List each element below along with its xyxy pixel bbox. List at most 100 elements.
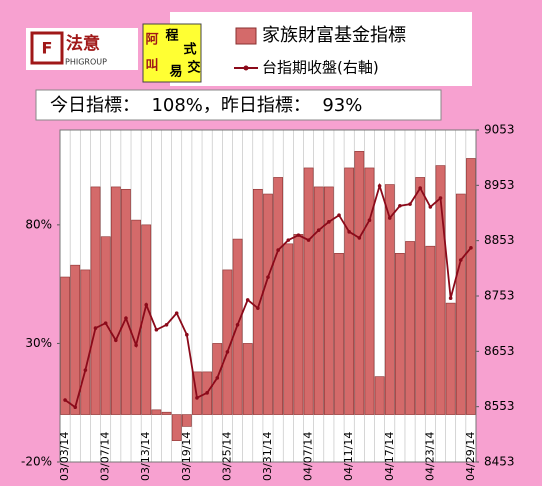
bar	[293, 234, 304, 415]
x-tick-label: 03/13/14	[139, 432, 152, 481]
bar	[354, 151, 365, 415]
line-point	[316, 228, 321, 232]
y2-tick-label: 8553	[484, 399, 515, 413]
x-tick-label: 04/29/14	[464, 432, 477, 481]
bar	[252, 188, 263, 415]
x-tick-label: 04/11/14	[342, 432, 355, 481]
line-point	[357, 236, 362, 240]
bar	[131, 219, 141, 415]
line-point	[367, 218, 372, 222]
bar	[110, 186, 121, 415]
line-point	[438, 196, 443, 200]
headline: 今日指標： 108%，昨日指標： 93%	[50, 95, 362, 116]
bar	[374, 376, 385, 415]
line-point	[469, 246, 473, 250]
line-point	[164, 322, 169, 327]
bar	[455, 193, 466, 415]
bar	[242, 343, 253, 415]
x-tick-label: 03/03/14	[58, 432, 71, 481]
line-point	[215, 376, 220, 380]
y-tick-label: 30%	[25, 336, 52, 350]
bar	[171, 414, 182, 441]
bar	[334, 253, 344, 415]
y2-tick-label: 8453	[484, 455, 515, 469]
line-point	[154, 327, 159, 332]
line-point	[337, 213, 341, 218]
y2-tick-label: 8753	[484, 289, 515, 303]
plot-border	[59, 129, 477, 463]
bar	[121, 188, 131, 415]
line-point	[134, 343, 138, 348]
bar	[395, 253, 405, 415]
line-point	[306, 238, 311, 242]
bar	[445, 302, 456, 415]
bar	[90, 186, 101, 415]
bar	[60, 276, 70, 415]
line-point	[276, 248, 280, 252]
line-point	[205, 391, 209, 395]
line-point	[377, 184, 382, 188]
y2-tick-label: 9053	[484, 123, 515, 137]
x-tick-label: 03/31/14	[261, 432, 274, 481]
line-point	[245, 298, 250, 302]
y-tick-label: 80%	[25, 217, 52, 231]
bar	[313, 186, 324, 415]
x-tick-label: 03/25/14	[220, 432, 233, 481]
logo-char: 式	[183, 42, 196, 58]
legend-marker	[243, 65, 249, 71]
line-point	[458, 258, 463, 262]
line-point	[114, 338, 118, 343]
legend-box	[170, 12, 472, 86]
x-tick-label: 04/23/14	[423, 432, 436, 481]
bar	[344, 167, 355, 415]
x-tick-label: 03/07/14	[99, 432, 112, 481]
y-tick-label: -20%	[21, 455, 52, 469]
bar	[161, 411, 172, 415]
line-point	[93, 326, 98, 330]
legend-label: 台指期收盤(右軸)	[262, 59, 379, 77]
logo-brand-sub: PHIGROUP	[65, 58, 107, 67]
y2-tick-label: 8953	[484, 178, 515, 192]
bar	[425, 245, 436, 415]
logo-chars: 阿叫程式易交	[145, 29, 200, 80]
line-point	[144, 303, 149, 307]
x-tick-label: 04/07/14	[302, 432, 315, 481]
bar	[324, 186, 334, 415]
line-point	[103, 321, 108, 325]
y2-tick-label: 8853	[484, 233, 515, 247]
line-point	[225, 350, 230, 354]
bar	[364, 167, 375, 415]
logo-icon	[30, 31, 64, 65]
logo-brand: 法意	[66, 33, 100, 54]
line-point	[347, 230, 351, 234]
bar	[283, 243, 294, 415]
bar	[415, 177, 426, 415]
line-point	[195, 396, 199, 400]
line-point	[83, 368, 88, 372]
line-point	[256, 306, 260, 310]
line-point	[387, 216, 392, 220]
bar	[303, 167, 314, 415]
bar	[263, 193, 273, 415]
line-point	[286, 238, 291, 242]
logo-char: 叫	[145, 58, 158, 74]
line-point	[124, 316, 128, 320]
line-point	[63, 398, 67, 402]
bar	[70, 264, 81, 415]
legend-swatch	[235, 27, 257, 45]
x-tick-label: 04/17/14	[383, 432, 396, 481]
bar	[80, 269, 91, 415]
line-point	[296, 233, 301, 237]
bar	[151, 409, 162, 415]
logo-box	[142, 23, 202, 83]
line-point	[448, 296, 453, 301]
bar	[435, 165, 446, 415]
bar	[405, 241, 415, 415]
logo-char: 程	[165, 29, 178, 44]
logo-char: 交	[187, 60, 200, 76]
line-point	[266, 275, 270, 279]
line-point	[327, 220, 331, 224]
line-point	[398, 204, 402, 208]
